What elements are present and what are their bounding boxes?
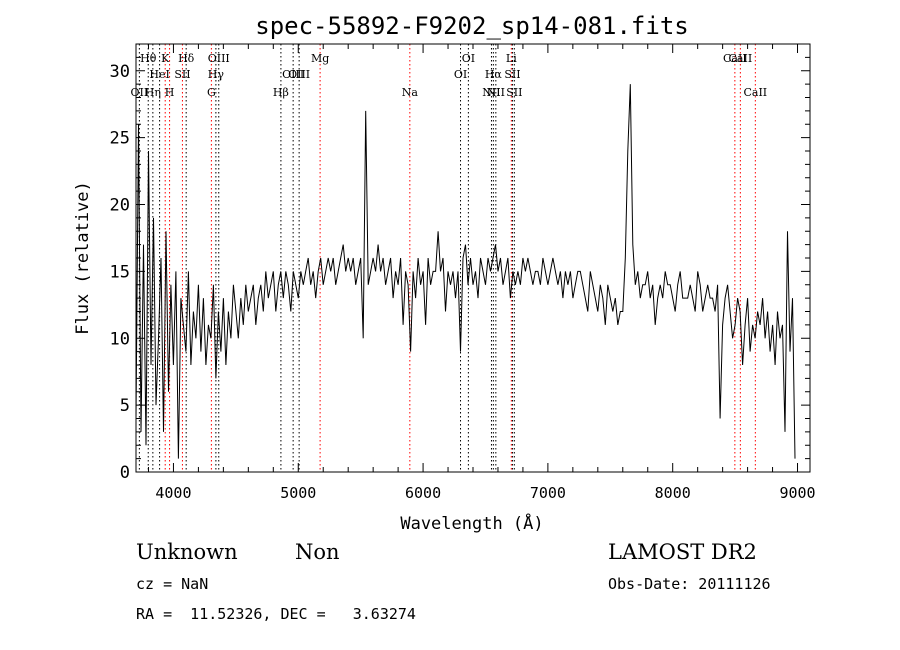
redshift-label: cz = NaN xyxy=(136,575,209,593)
marker-label: SII xyxy=(504,68,520,81)
marker-label: OIII xyxy=(282,68,304,81)
x-tick-label: 9000 xyxy=(779,484,815,502)
marker-label: NII xyxy=(487,86,505,99)
marker-label: OIII xyxy=(288,68,310,81)
spectrum-line xyxy=(135,84,796,459)
marker-label: SII xyxy=(174,68,190,81)
marker-label: Hθ xyxy=(140,52,157,65)
x-tick-label: 5000 xyxy=(280,484,316,502)
chart-title: spec-55892-F9202_sp14-081.fits xyxy=(255,12,688,40)
plot-frame xyxy=(135,43,811,473)
line-markers: OIIHθHηHeIKHSIIHδGHγOIIIHβOIIIOIIIMgNaOI… xyxy=(131,44,767,472)
marker-label: G xyxy=(207,86,216,99)
marker-label: K xyxy=(161,52,170,65)
marker-label: OII xyxy=(131,86,149,99)
coordinates-label: RA = 11.52326, DEC = 3.63274 xyxy=(136,605,416,623)
marker-label: OI xyxy=(462,52,475,65)
marker-label: SII xyxy=(506,86,522,99)
x-tick-label: 6000 xyxy=(405,484,441,502)
marker-label: Mg xyxy=(311,52,329,65)
y-tick-label: 5 xyxy=(120,396,130,416)
x-tick-label: 7000 xyxy=(530,484,566,502)
marker-label: Hβ xyxy=(273,86,289,99)
x-tick-label: 4000 xyxy=(155,484,191,502)
y-tick-label: 10 xyxy=(110,329,130,349)
y-tick-label: 20 xyxy=(110,196,130,216)
marker-label: Hδ xyxy=(178,52,195,65)
marker-label: Hη xyxy=(145,86,161,99)
y-tick-label: 30 xyxy=(110,62,130,82)
y-tick-label: 15 xyxy=(110,262,130,282)
marker-label: OI xyxy=(454,68,467,81)
marker-label: OIII xyxy=(208,52,230,65)
y-tick-label: 0 xyxy=(120,463,130,483)
marker-label: Hα xyxy=(485,68,503,81)
marker-label: CaII xyxy=(743,86,767,99)
object-class: Unknown xyxy=(136,540,238,564)
survey-label: LAMOST DR2 xyxy=(608,540,757,564)
marker-label: CaII xyxy=(723,52,747,65)
marker-label: CaII xyxy=(729,52,753,65)
x-tick-label: 8000 xyxy=(655,484,691,502)
marker-label: Li xyxy=(506,52,517,65)
marker-label: Hγ xyxy=(208,68,225,81)
obs-date-label: Obs-Date: 20111126 xyxy=(608,575,771,593)
object-subclass: Non xyxy=(295,540,340,564)
y-axis-label: Flux (relative) xyxy=(73,181,93,335)
marker-label: HeI xyxy=(149,68,169,81)
marker-label: H xyxy=(165,86,175,99)
x-axis-label: Wavelength (Å) xyxy=(400,512,543,534)
spectrum-data xyxy=(135,84,796,459)
axes: 4000 5000 6000 7000 8000 9000 0 5 10 15 20 25 30 xyxy=(110,43,816,502)
marker-label: Na xyxy=(402,86,419,99)
y-tick-label: 25 xyxy=(110,129,130,149)
